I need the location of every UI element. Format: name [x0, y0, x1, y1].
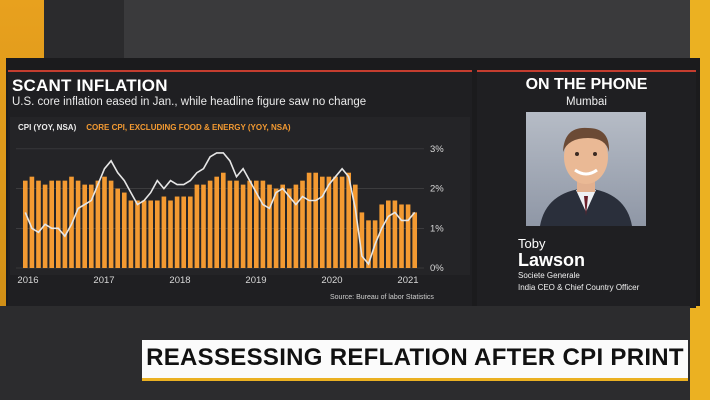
cpi-line — [24, 152, 416, 266]
x-axis-ticks: 2016 2017 2018 2019 2020 2021 — [17, 275, 418, 286]
core-cpi-bar — [55, 180, 61, 268]
core-cpi-bar — [148, 200, 154, 268]
cpi-line-path — [24, 152, 416, 266]
core-cpi-bar — [346, 172, 352, 268]
guest-first-name: Toby — [518, 236, 546, 251]
legend-core-cpi: CORE CPI, EXCLUDING FOOD & ENERGY (YOY, … — [86, 123, 291, 132]
core-cpi-bar — [75, 180, 81, 268]
core-cpi-bar — [359, 212, 365, 268]
x-tick-label: 2018 — [169, 275, 190, 286]
core-cpi-bar — [168, 200, 173, 268]
core-cpi-bar — [174, 196, 180, 268]
core-cpi-bar — [313, 172, 319, 268]
core-cpi-bar — [88, 184, 94, 268]
chart-subtitle: U.S. core inflation eased in Jan., while… — [12, 96, 367, 108]
core-cpi-bar — [22, 180, 28, 268]
core-cpi-bar — [115, 188, 121, 268]
core-cpi-bar — [29, 176, 35, 268]
core-cpi-bar — [405, 204, 411, 268]
core-cpi-bar — [253, 180, 259, 268]
core-cpi-bar — [62, 180, 68, 268]
core-cpi-bar — [234, 180, 239, 268]
core-cpi-bar — [326, 176, 332, 268]
x-tick-label: 2020 — [321, 275, 342, 286]
chart-source: Source: Bureau of labor Statistics — [330, 294, 434, 301]
guest-photo — [526, 112, 646, 226]
core-cpi-bar — [207, 180, 213, 268]
core-cpi-bar — [194, 184, 200, 268]
core-cpi-bar — [247, 180, 253, 268]
core-cpi-bar — [49, 180, 55, 268]
y-tick-label: 1% — [430, 223, 444, 234]
guest-role: India CEO & Chief Country Officer — [518, 283, 640, 292]
headline-text: REASSESSING REFLATION AFTER CPI PRINT — [146, 344, 684, 371]
core-cpi-bar — [187, 196, 193, 268]
core-cpi-bar — [36, 180, 41, 268]
core-cpi-bar — [319, 176, 325, 268]
core-cpi-bar — [227, 180, 233, 268]
guest-company: Societe Generale — [518, 271, 580, 280]
guest-portrait — [540, 127, 632, 226]
core-cpi-bar — [82, 184, 88, 268]
core-cpi-bar — [306, 172, 312, 268]
legend-cpi: CPI (YOY, NSA) — [18, 123, 77, 132]
core-cpi-bar — [108, 180, 114, 268]
core-cpi-bar — [300, 180, 305, 268]
core-cpi-bar — [399, 204, 404, 268]
core-cpi-bar — [154, 200, 160, 268]
core-cpi-bar — [141, 200, 147, 268]
core-cpi-bar — [121, 192, 127, 268]
core-cpi-bar — [293, 184, 299, 268]
headline-box — [142, 340, 688, 381]
core-cpi-bar — [135, 200, 140, 268]
y-tick-label: 0% — [430, 263, 444, 274]
core-cpi-bar — [333, 176, 338, 268]
core-cpi-bar — [379, 204, 385, 268]
core-cpi-bar — [240, 184, 246, 268]
core-cpi-bar — [286, 188, 292, 268]
x-tick-label: 2021 — [397, 275, 418, 286]
core-cpi-bars — [22, 172, 418, 268]
chart-title: SCANT INFLATION — [12, 76, 168, 95]
core-cpi-bar — [267, 184, 272, 268]
core-cpi-bar — [95, 180, 101, 268]
core-cpi-bar — [42, 184, 48, 268]
x-tick-label: 2016 — [17, 275, 38, 286]
core-cpi-bar — [102, 176, 107, 268]
y-axis-ticks: 0% 1% 2% 3% — [430, 144, 444, 274]
core-cpi-bar — [220, 172, 226, 268]
core-cpi-bar — [181, 196, 187, 268]
core-cpi-bar — [352, 184, 358, 268]
core-cpi-bar — [412, 212, 418, 268]
core-cpi-bar — [161, 196, 167, 268]
y-tick-label: 2% — [430, 184, 444, 195]
core-cpi-bar — [201, 184, 206, 268]
x-tick-label: 2017 — [93, 275, 114, 286]
core-cpi-bar — [339, 176, 345, 268]
core-cpi-bar — [385, 200, 391, 268]
guest-last-name: Lawson — [518, 250, 586, 270]
guest-header: ON THE PHONE — [525, 76, 648, 93]
core-cpi-bar — [214, 176, 220, 268]
core-cpi-bar — [273, 188, 279, 268]
x-tick-label: 2019 — [245, 275, 266, 286]
guest-location: Mumbai — [566, 96, 607, 108]
core-cpi-bar — [366, 220, 371, 268]
chart-legend: CPI (YOY, NSA) CORE CPI, EXCLUDING FOOD &… — [18, 123, 291, 132]
core-cpi-bar — [392, 200, 398, 268]
core-cpi-bar — [128, 200, 134, 268]
core-cpi-bar — [280, 184, 286, 268]
y-tick-label: 3% — [430, 144, 444, 155]
core-cpi-bar — [260, 180, 266, 268]
